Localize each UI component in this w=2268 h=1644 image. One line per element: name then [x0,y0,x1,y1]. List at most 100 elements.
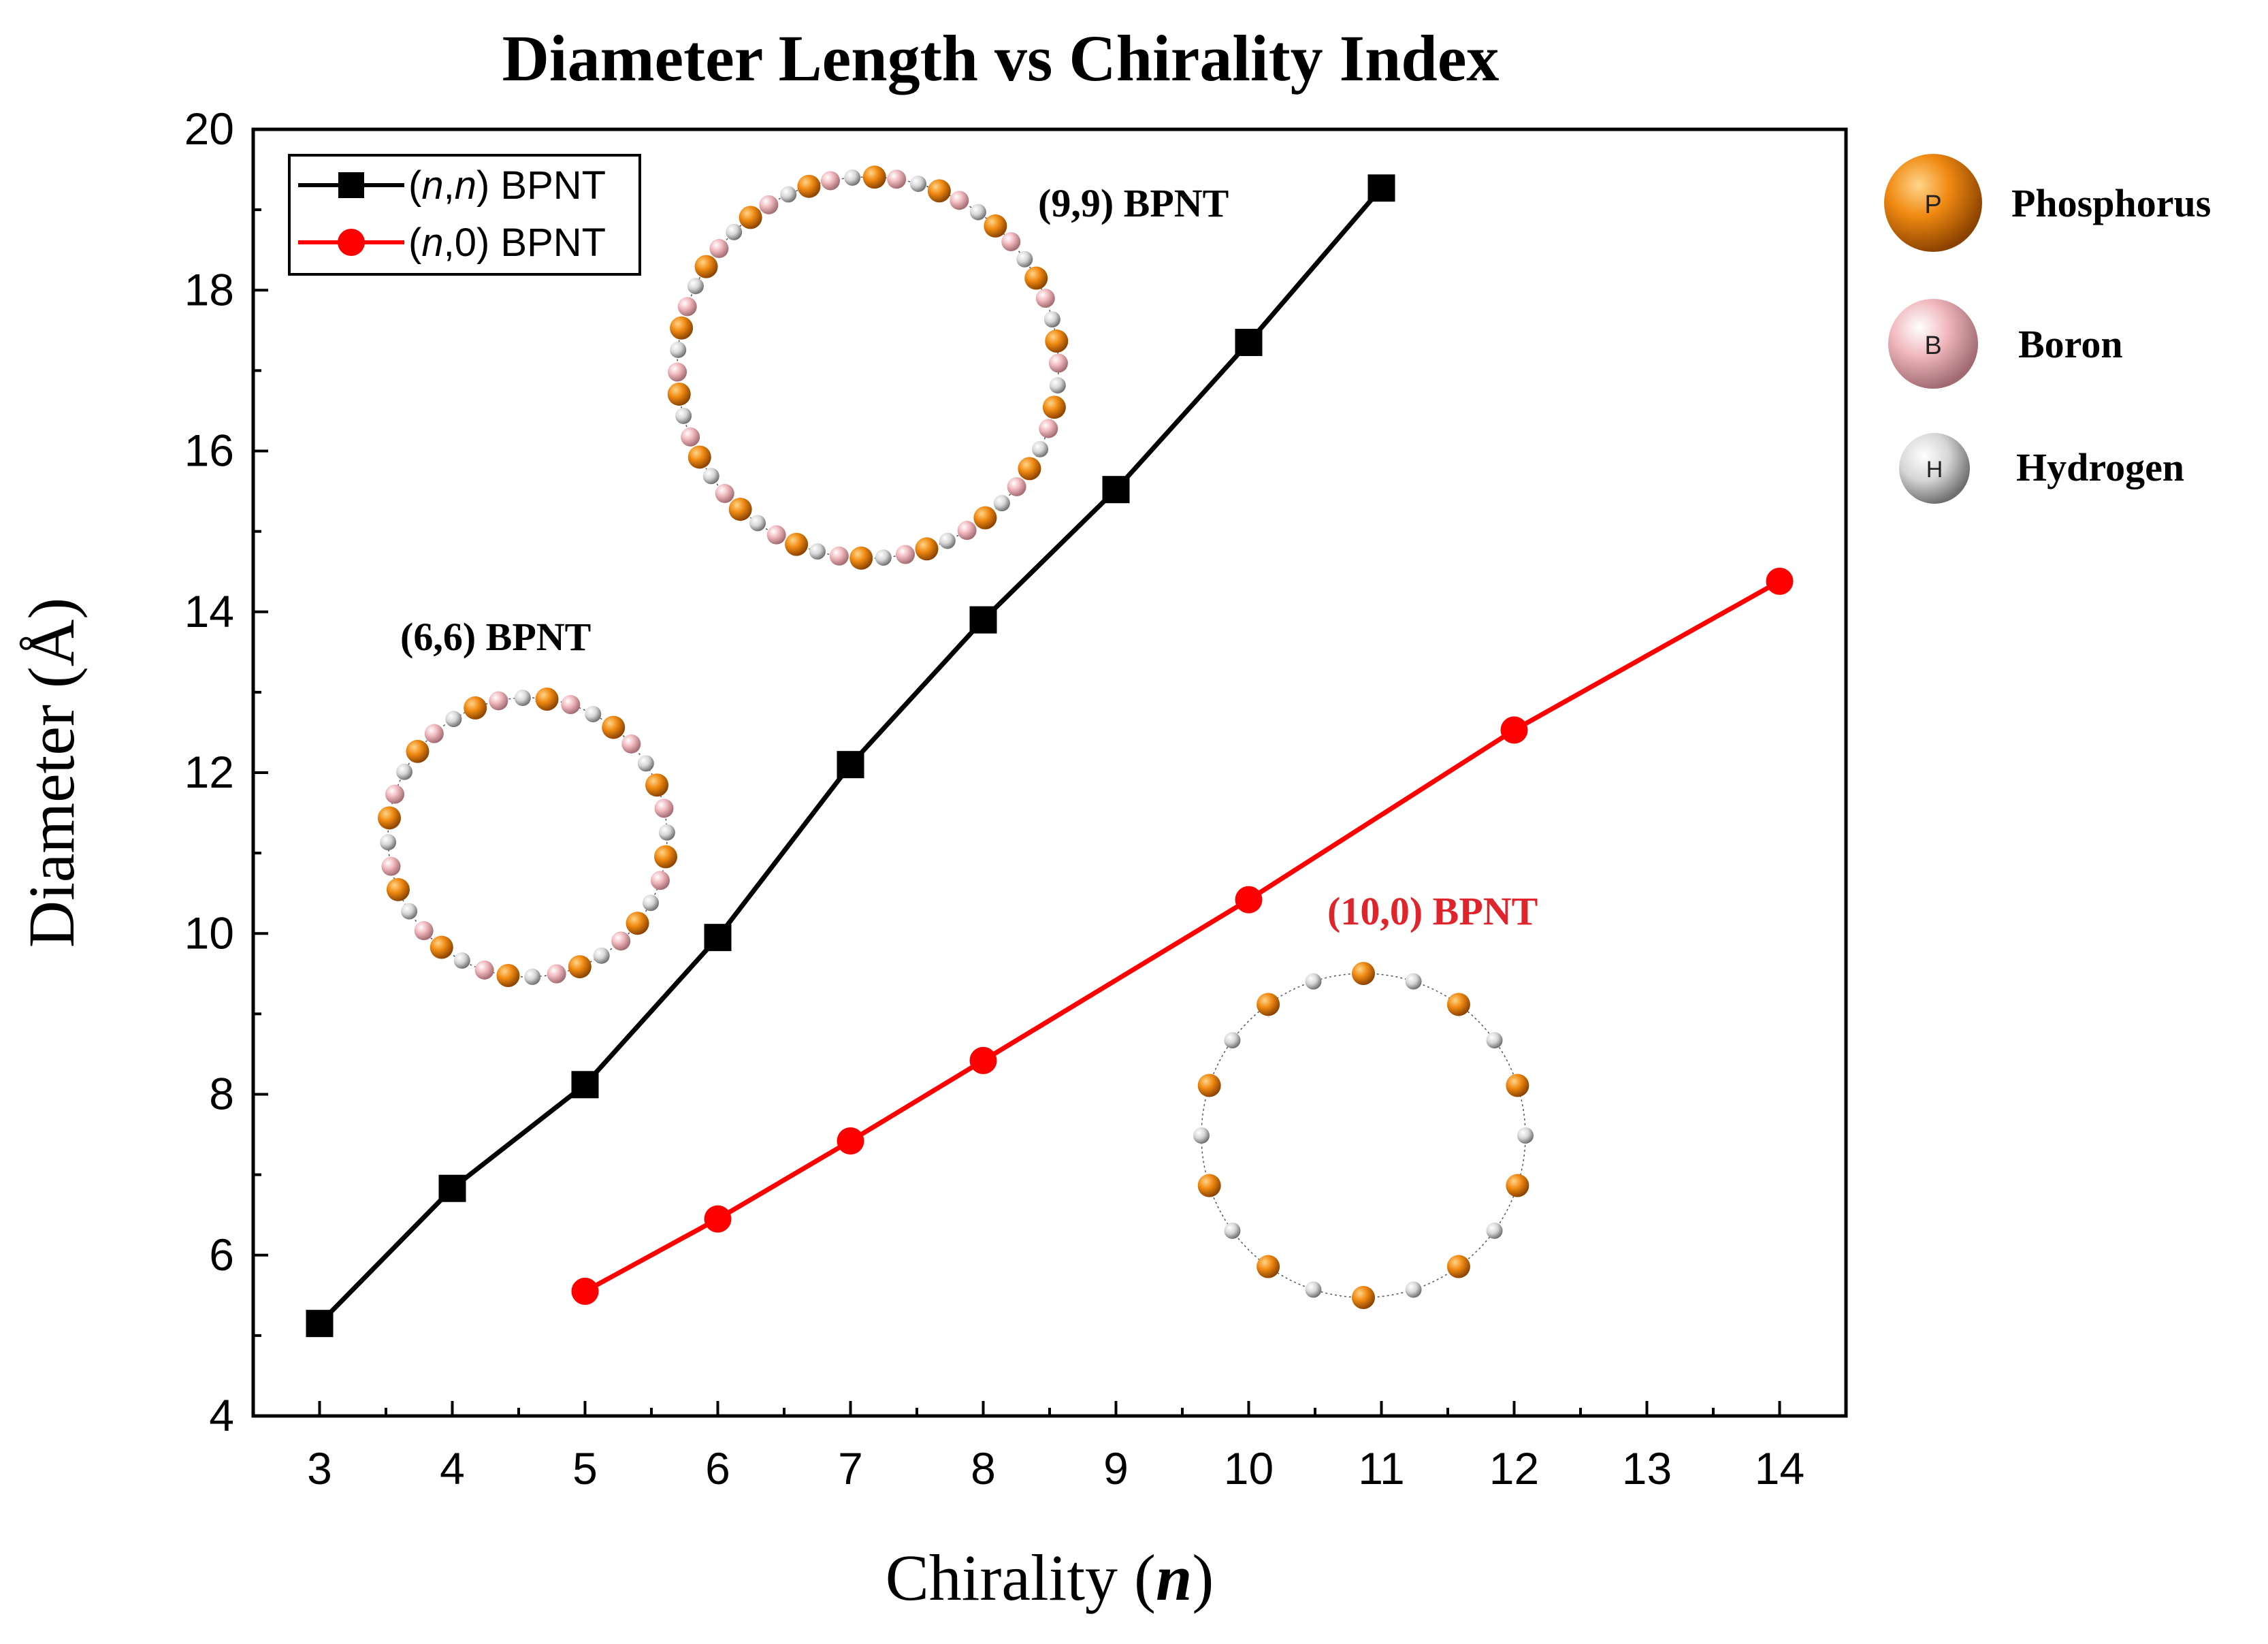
atom-P [1197,1074,1221,1097]
atom-P [915,537,939,561]
data-point [837,751,864,779]
atom-B [385,784,405,804]
atom-H [643,894,660,912]
y-tick-label: 10 [184,907,234,958]
atom-B [547,964,566,984]
x-tick-label: 12 [1489,1443,1539,1494]
data-point [837,1127,864,1155]
atom-H [453,952,470,969]
atom-P [602,715,626,739]
atom-H [726,223,743,240]
atom-P [670,316,694,340]
atom-P [464,696,487,720]
data-point [1235,329,1263,357]
atom-H [1305,1281,1322,1298]
atom-H [1193,1127,1210,1144]
atom-P [973,506,997,530]
y-tick-label: 12 [184,747,234,797]
atom-P [535,687,559,711]
atom-P [849,546,873,570]
atom-H [380,834,397,851]
data-point [571,1277,599,1305]
nanotube-9-9-illustration [667,165,1069,570]
atom-H [1486,1032,1503,1049]
data-point [571,1071,599,1099]
data-point [306,1310,334,1338]
atom-H [670,341,687,358]
atom-B [654,799,674,818]
boron-label: Boron [2018,322,2123,366]
chart-title: Diameter Length vs Chirality Index [502,22,1500,95]
legend: (n,n) BPNT (n,0) BPNT [288,154,641,276]
nanotube-bond-ring [1201,973,1526,1298]
nanotube-10-0-illustration [1193,962,1534,1309]
phosphorus-atom-icon [1884,154,1982,252]
x-tick-label: 7 [838,1443,863,1494]
atom-H [1049,377,1066,394]
y-tick-label: 14 [184,586,234,636]
x-tick-label: 8 [971,1443,996,1494]
atom-P [1042,396,1066,419]
atom-P [1506,1074,1529,1097]
atom-P [1024,266,1048,290]
atom-B [474,960,494,980]
atom-H [809,543,826,560]
atom-B [1001,232,1021,252]
atom-P [1352,1286,1375,1309]
atom-B [681,427,700,447]
atom-H [1016,251,1033,268]
atom-P [1045,329,1069,353]
atom-B [1039,419,1058,438]
atom-H [1517,1127,1534,1144]
x-tick-label: 13 [1622,1443,1672,1494]
atom-B [829,546,849,566]
atom-P [626,912,649,935]
atom-B [424,724,444,743]
atom-H [1486,1222,1503,1239]
atom-H [637,755,654,772]
hydrogen-label: Hydrogen [2016,445,2184,489]
x-tick-label: 14 [1755,1443,1804,1494]
atom-B [1048,353,1068,373]
y-axis-label: Diameter (Å) [15,598,88,948]
atom-B [1035,289,1055,308]
atom-B [709,239,729,259]
atom-H [780,186,797,203]
atom-P [728,498,752,521]
atom-B [668,362,687,382]
atom-B [759,195,779,214]
atom-B [950,191,969,210]
x-tick-label: 6 [705,1443,730,1494]
atom-P [984,214,1007,238]
atom-H [687,278,704,295]
atom-H [1405,1281,1422,1298]
y-tick-label: 18 [184,264,234,315]
atom-H [702,468,719,485]
atom-H [1224,1222,1241,1239]
data-point [704,1205,732,1233]
y-axis-ticks: 4 6 8 10 12 14 16 18 20 [184,103,268,1440]
atom-B [611,931,631,951]
boron-symbol: B [1924,332,1941,360]
x-axis-ticks: 3 4 5 6 7 8 9 10 11 12 13 14 [307,1401,1804,1494]
x-tick-label: 9 [1103,1443,1129,1494]
atom-P [1197,1174,1221,1197]
atom-P [1257,993,1280,1016]
x-tick-label: 4 [440,1443,465,1494]
atom-P [386,877,410,901]
atom-H [1032,440,1049,457]
boron-atom-icon [1888,299,1978,389]
x-tick-label: 3 [307,1443,332,1494]
hydrogen-symbol: H [1926,457,1943,483]
atom-H [593,947,610,964]
atom-H [675,407,692,424]
atom-B [715,483,734,503]
legend-marker-nn [338,172,364,198]
atom-P [739,206,762,229]
atom-B [957,521,977,541]
atom-B [820,171,840,191]
atom-B [896,545,916,564]
atom-P [496,964,520,988]
atom-P [797,174,821,198]
